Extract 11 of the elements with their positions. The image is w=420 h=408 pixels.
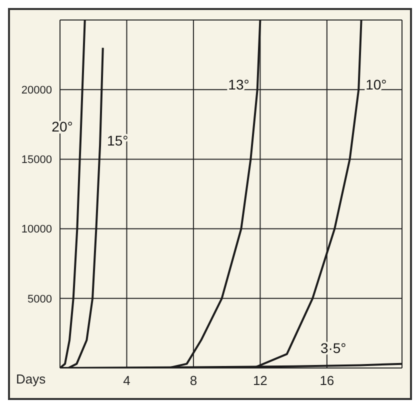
x-tick-label: 12 bbox=[252, 373, 268, 388]
x-axis-title: Days bbox=[16, 372, 46, 387]
y-tick-label: 20000 bbox=[21, 84, 52, 97]
x-tick-label: 8 bbox=[190, 373, 198, 388]
series-label: 10° bbox=[366, 76, 387, 93]
x-tick-label: 16 bbox=[320, 373, 334, 388]
y-tick-label: 10000 bbox=[21, 224, 52, 236]
y-tick-label: 15000 bbox=[21, 154, 52, 166]
series-label: 13° bbox=[228, 76, 250, 93]
x-tick-label: 4 bbox=[123, 373, 130, 388]
y-tick-label: 5000 bbox=[28, 293, 52, 306]
